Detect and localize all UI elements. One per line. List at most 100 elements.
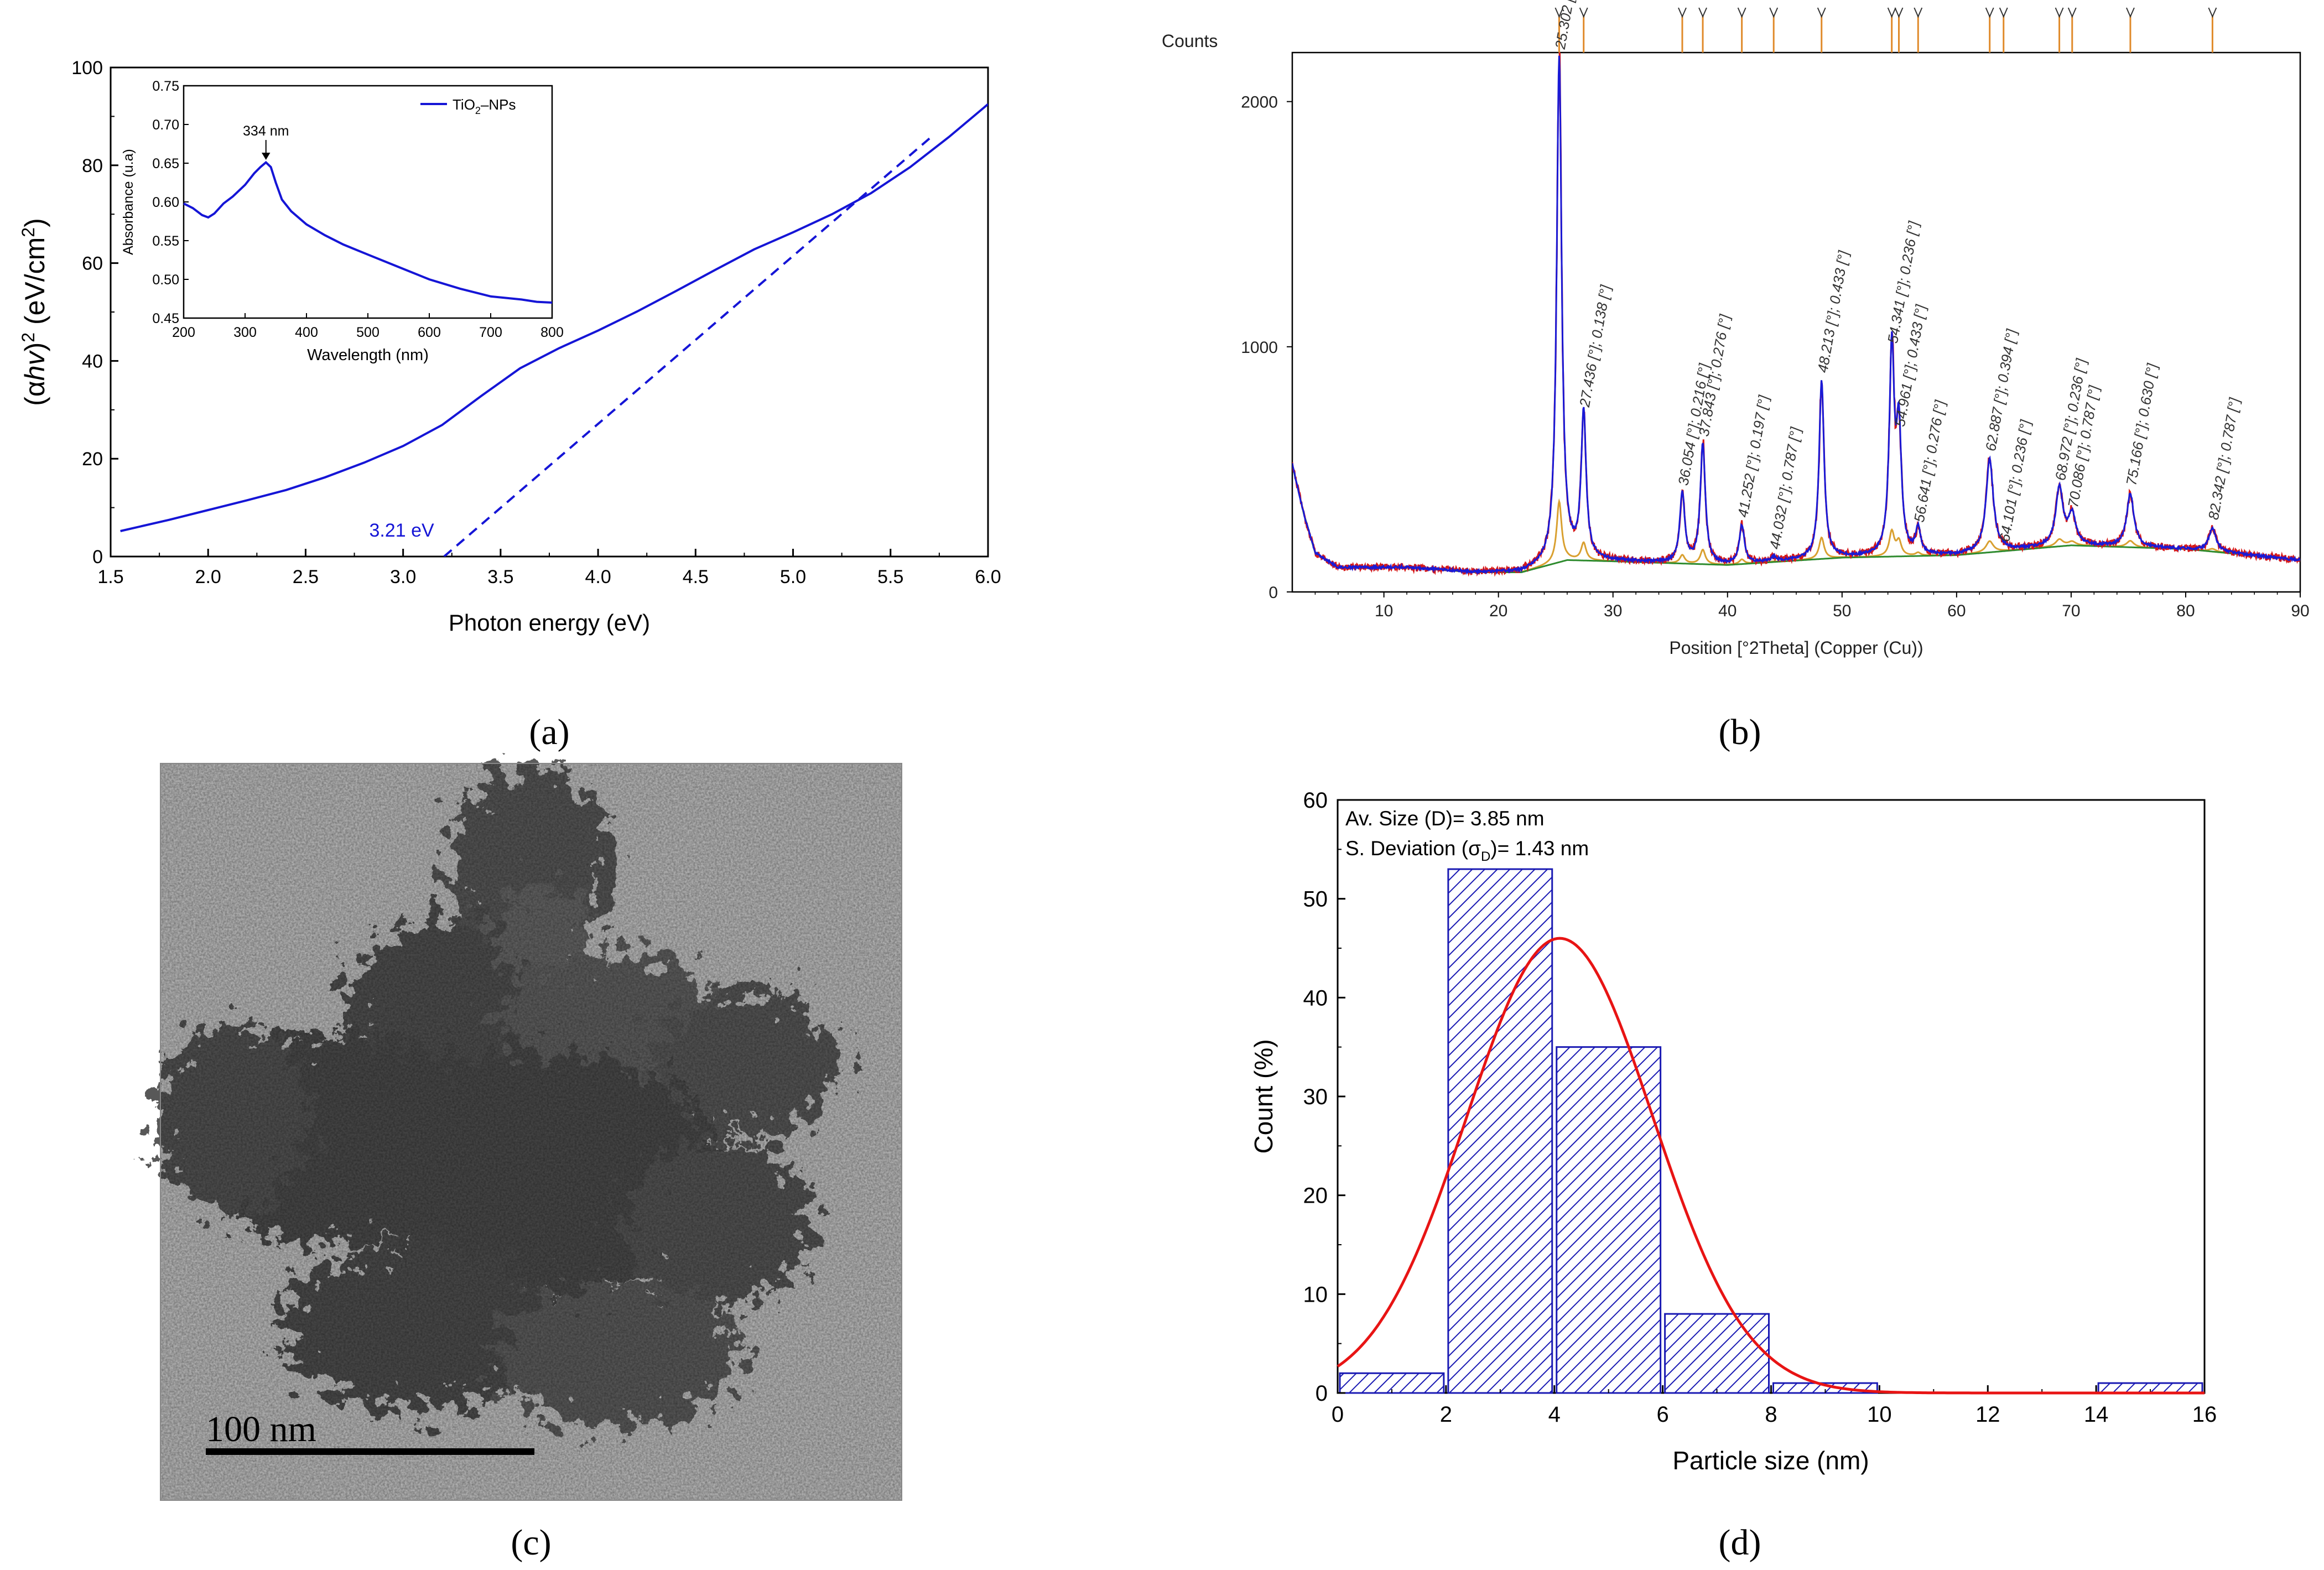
histogram-bar bbox=[1556, 1046, 1662, 1394]
panel-label-a: (a) bbox=[529, 712, 569, 752]
inset-x-tick-label: 800 bbox=[540, 325, 564, 340]
reference-marker-arrow bbox=[2055, 7, 2064, 18]
x-tick-label: 4 bbox=[1548, 1402, 1561, 1427]
x-tick-label: 0 bbox=[1332, 1402, 1344, 1427]
x-tick-label: 2 bbox=[1440, 1402, 1452, 1427]
tem-grain bbox=[160, 763, 902, 1500]
x-tick-label: 60 bbox=[1947, 602, 1966, 620]
panel-a-inset-x-axis-label: Wavelength (nm) bbox=[307, 346, 429, 364]
reference-marker-arrow bbox=[1914, 7, 1923, 18]
panel-a-x-axis: 1.5 2.0 2.5 3.0 3.5 4.0 4.5 5.0 5.5 6.0 bbox=[97, 549, 1001, 588]
panel-d-x-axis: 0 2 4 6 8 10 12 14 16 bbox=[1332, 1385, 2217, 1427]
y-tick-label: 40 bbox=[1303, 986, 1328, 1010]
x-tick-label: 70 bbox=[2062, 602, 2080, 620]
y-tick-label: 0 bbox=[92, 547, 103, 568]
panel-a-inset-x-axis: 200 300 400 500 600 700 800 bbox=[172, 313, 564, 340]
panel-a-inset-y-axis: 0.45 0.50 0.55 0.60 0.65 0.70 0.75 bbox=[152, 79, 189, 326]
panel-a-absorption-curve bbox=[120, 103, 988, 532]
histogram-bar bbox=[1664, 1313, 1770, 1394]
panel-d-stat-deviation: S. Deviation (σD)= 1.43 nm bbox=[1345, 837, 1589, 864]
y-tick-label: 2000 bbox=[1241, 93, 1278, 112]
x-tick-label: 10 bbox=[1867, 1402, 1892, 1427]
panel-label-c: (c) bbox=[511, 1522, 551, 1563]
panel-a-y-axis-label: (αhv)2 (eV/cm2) bbox=[18, 218, 50, 406]
x-tick-label: 4.0 bbox=[585, 566, 611, 588]
x-tick-label: 20 bbox=[1489, 602, 1507, 620]
panel-b-observed-pattern bbox=[1292, 53, 2300, 577]
x-tick-label: 3.5 bbox=[487, 566, 513, 588]
reference-marker-arrow bbox=[2067, 7, 2077, 18]
panel-b-calculated-pattern bbox=[1292, 55, 2300, 575]
reference-marker-arrow bbox=[1678, 7, 1687, 18]
y-tick-label: 20 bbox=[82, 449, 103, 470]
y-tick-label: 60 bbox=[1303, 788, 1328, 813]
panel-a-bandgap-annotation: 3.21 eV bbox=[369, 520, 434, 541]
peak-label: 41.252 [°]; 0.197 [°] bbox=[1734, 394, 1772, 519]
panel-d-x-axis-label: Particle size (nm) bbox=[1672, 1446, 1869, 1475]
panel-d-gaussian-fit bbox=[1337, 937, 2205, 1395]
panel-a-x-axis-label: Photon energy (eV) bbox=[449, 610, 650, 636]
reference-marker-arrow bbox=[1817, 7, 1826, 18]
y-tick-label: 30 bbox=[1303, 1085, 1328, 1109]
y-tick-label: 80 bbox=[82, 155, 103, 176]
y-tick-label: 20 bbox=[1303, 1184, 1328, 1208]
x-tick-label: 4.5 bbox=[683, 566, 709, 588]
peak-label: 64.101 [°]; 0.236 [°] bbox=[1996, 418, 2034, 543]
reference-marker-arrow bbox=[1894, 7, 1904, 18]
inset-x-tick-label: 400 bbox=[295, 325, 318, 340]
x-tick-label: 80 bbox=[2176, 602, 2195, 620]
panel-b-x-axis-label: Position [°2Theta] (Copper (Cu)) bbox=[1669, 638, 1923, 658]
x-tick-label: 6 bbox=[1657, 1402, 1669, 1427]
tem-scale-bar-label: 100 nm bbox=[206, 1409, 316, 1449]
peak-label: 44.032 [°]; 0.787 [°] bbox=[1766, 425, 1804, 550]
inset-x-tick-label: 500 bbox=[356, 325, 379, 340]
panel-label-d: (d) bbox=[1719, 1522, 1761, 1563]
peak-label: 56.641 [°]; 0.276 [°] bbox=[1911, 398, 1948, 523]
x-tick-label: 1.5 bbox=[97, 566, 123, 588]
inset-y-tick-label: 0.65 bbox=[152, 156, 179, 171]
panel-b-reference-markers bbox=[1554, 7, 2217, 53]
x-tick-label: 50 bbox=[1833, 602, 1851, 620]
peak-label: 27.436 [°]; 0.138 [°] bbox=[1576, 283, 1614, 409]
panel-a-inset-legend: TiO2–NPs bbox=[420, 96, 516, 116]
tem-frame bbox=[160, 763, 902, 1501]
inset-y-tick-label: 0.55 bbox=[152, 233, 179, 249]
panel-c-tem-micrograph: 100 nm bbox=[155, 763, 902, 1501]
panel-b-counts-label: Counts bbox=[1162, 31, 1218, 51]
panel-b-peak-labels: 25.302 [°]; 0.394 [°]27.436 [°]; 0.138 [… bbox=[1552, 0, 2243, 550]
inset-y-tick-label: 0.45 bbox=[152, 311, 179, 326]
reference-marker-arrow bbox=[1999, 7, 2008, 18]
panel-label-b: (b) bbox=[1719, 712, 1761, 752]
inset-x-tick-label: 700 bbox=[479, 325, 502, 340]
reference-marker-arrow bbox=[1737, 7, 1746, 18]
inset-x-tick-label: 600 bbox=[418, 325, 441, 340]
panel-b-xrd-pattern: Counts 10 20 30 40 50 60 70 80 90 0 1000 2000 25.3… bbox=[1162, 0, 2310, 658]
reference-marker-arrow bbox=[1769, 7, 1779, 18]
y-tick-label: 100 bbox=[71, 58, 103, 79]
reference-marker-arrow bbox=[1554, 7, 1564, 18]
inset-x-tick-label: 300 bbox=[233, 325, 257, 340]
peak-label: 48.213 [°]; 0.433 [°] bbox=[1814, 249, 1852, 374]
panel-d-bars bbox=[1339, 868, 2203, 1394]
x-tick-label: 90 bbox=[2291, 602, 2309, 620]
inset-y-tick-label: 0.60 bbox=[152, 195, 179, 210]
reference-marker-arrow bbox=[2126, 7, 2135, 18]
x-tick-label: 12 bbox=[1975, 1402, 2000, 1427]
panel-d-size-histogram: 0 2 4 6 8 10 12 14 16 0 10 20 30 40 50 60 Av. Size (D)… bbox=[1249, 788, 2217, 1475]
y-tick-label: 10 bbox=[1303, 1282, 1328, 1307]
panel-d-y-axis-label: Count (%) bbox=[1249, 1039, 1278, 1153]
x-tick-label: 2.0 bbox=[195, 566, 221, 588]
y-tick-label: 1000 bbox=[1241, 339, 1278, 357]
panel-b-x-axis: 10 20 30 40 50 60 70 80 90 bbox=[1314, 592, 2310, 620]
reference-marker-arrow bbox=[1985, 7, 1994, 18]
x-tick-label: 5.0 bbox=[780, 566, 806, 588]
x-tick-label: 6.0 bbox=[975, 566, 1001, 588]
inset-y-tick-label: 0.50 bbox=[152, 272, 179, 288]
panel-d-y-axis: 0 10 20 30 40 50 60 bbox=[1303, 788, 1345, 1406]
peak-label: 82.342 [°]; 0.787 [°] bbox=[2205, 396, 2243, 521]
panel-a-inset-frame bbox=[183, 85, 553, 319]
reference-marker-arrow bbox=[1579, 7, 1588, 18]
x-tick-label: 10 bbox=[1375, 602, 1393, 620]
panel-a-inset: 200 300 400 500 600 700 800 0.450.500.550.600.… bbox=[121, 79, 564, 364]
